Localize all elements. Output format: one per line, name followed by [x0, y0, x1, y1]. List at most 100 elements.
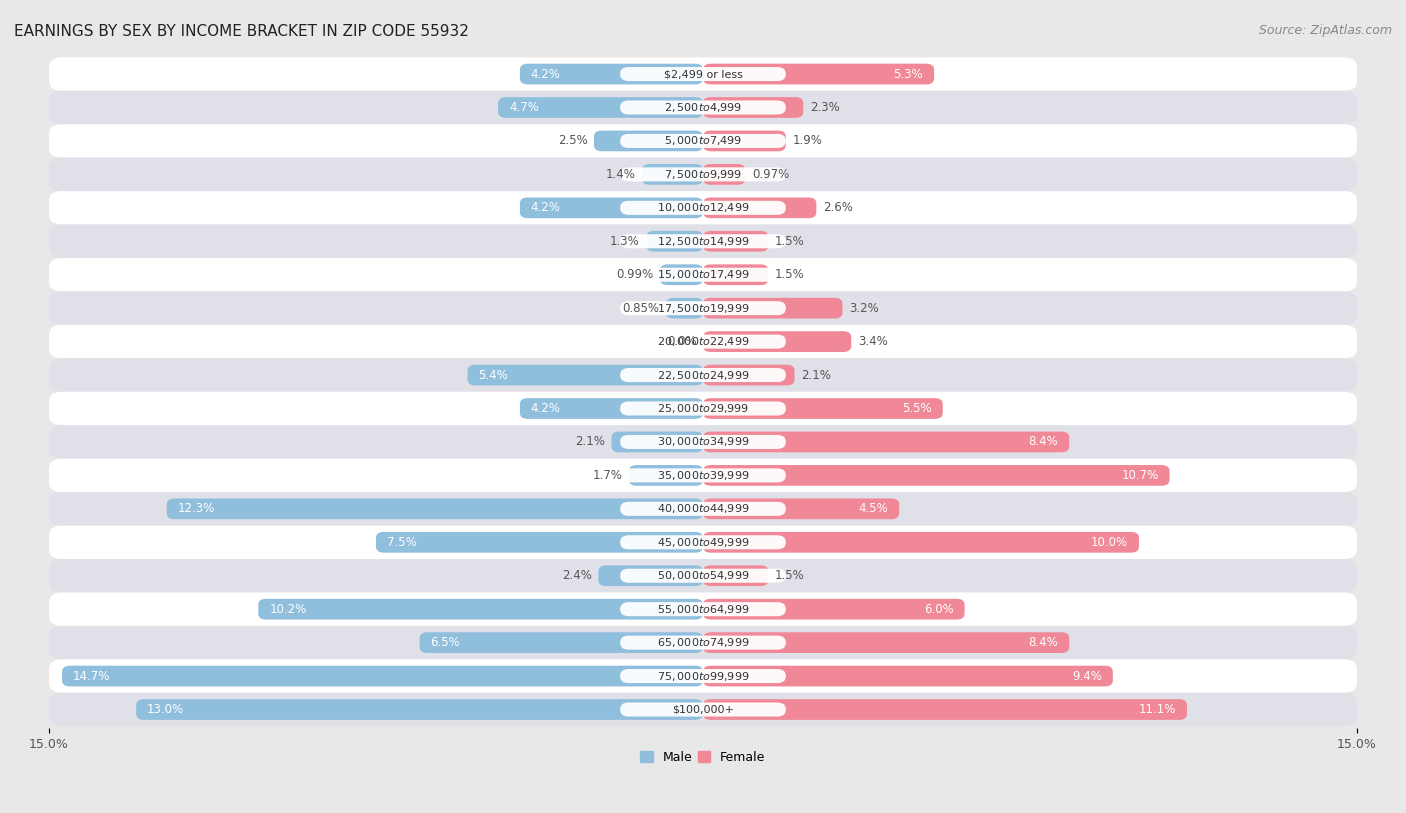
- Text: 10.0%: 10.0%: [1091, 536, 1128, 549]
- FancyBboxPatch shape: [647, 231, 703, 252]
- FancyBboxPatch shape: [136, 699, 703, 720]
- FancyBboxPatch shape: [620, 402, 786, 415]
- FancyBboxPatch shape: [49, 325, 1357, 359]
- FancyBboxPatch shape: [49, 158, 1357, 191]
- Text: 5.5%: 5.5%: [903, 402, 932, 415]
- FancyBboxPatch shape: [49, 559, 1357, 593]
- Text: 2.6%: 2.6%: [823, 202, 853, 215]
- FancyBboxPatch shape: [62, 666, 703, 686]
- FancyBboxPatch shape: [620, 167, 786, 181]
- Text: $35,000 to $39,999: $35,000 to $39,999: [657, 469, 749, 482]
- FancyBboxPatch shape: [703, 465, 1170, 485]
- Text: 5.4%: 5.4%: [478, 368, 508, 381]
- Text: 3.2%: 3.2%: [849, 302, 879, 315]
- Text: 11.1%: 11.1%: [1139, 703, 1175, 716]
- Text: 1.3%: 1.3%: [610, 235, 640, 248]
- Text: $7,500 to $9,999: $7,500 to $9,999: [664, 167, 742, 180]
- FancyBboxPatch shape: [620, 134, 786, 148]
- FancyBboxPatch shape: [703, 565, 769, 586]
- Text: 4.2%: 4.2%: [531, 202, 561, 215]
- Text: 2.5%: 2.5%: [558, 134, 588, 147]
- Text: 4.5%: 4.5%: [859, 502, 889, 515]
- FancyBboxPatch shape: [703, 532, 1139, 553]
- Text: $25,000 to $29,999: $25,000 to $29,999: [657, 402, 749, 415]
- FancyBboxPatch shape: [703, 666, 1112, 686]
- FancyBboxPatch shape: [643, 164, 703, 185]
- Text: $55,000 to $64,999: $55,000 to $64,999: [657, 602, 749, 615]
- Text: 5.3%: 5.3%: [894, 67, 924, 80]
- Text: 14.7%: 14.7%: [73, 670, 110, 683]
- Text: 12.3%: 12.3%: [177, 502, 215, 515]
- Text: 2.1%: 2.1%: [575, 436, 605, 449]
- FancyBboxPatch shape: [375, 532, 703, 553]
- FancyBboxPatch shape: [259, 599, 703, 620]
- FancyBboxPatch shape: [419, 633, 703, 653]
- FancyBboxPatch shape: [468, 365, 703, 385]
- FancyBboxPatch shape: [620, 368, 786, 382]
- Text: $65,000 to $74,999: $65,000 to $74,999: [657, 636, 749, 649]
- FancyBboxPatch shape: [49, 258, 1357, 291]
- FancyBboxPatch shape: [703, 97, 803, 118]
- Text: Source: ZipAtlas.com: Source: ZipAtlas.com: [1258, 24, 1392, 37]
- Text: 10.2%: 10.2%: [269, 602, 307, 615]
- Text: 6.0%: 6.0%: [924, 602, 953, 615]
- FancyBboxPatch shape: [703, 198, 817, 218]
- FancyBboxPatch shape: [620, 267, 786, 282]
- FancyBboxPatch shape: [703, 432, 1069, 452]
- Text: $15,000 to $17,499: $15,000 to $17,499: [657, 268, 749, 281]
- FancyBboxPatch shape: [49, 124, 1357, 158]
- Text: 2.4%: 2.4%: [562, 569, 592, 582]
- Text: 1.4%: 1.4%: [606, 167, 636, 180]
- FancyBboxPatch shape: [620, 201, 786, 215]
- FancyBboxPatch shape: [599, 565, 703, 586]
- FancyBboxPatch shape: [49, 58, 1357, 91]
- Text: 1.5%: 1.5%: [775, 569, 804, 582]
- Text: 0.97%: 0.97%: [752, 167, 789, 180]
- FancyBboxPatch shape: [49, 659, 1357, 693]
- Text: 1.9%: 1.9%: [793, 134, 823, 147]
- Text: 4.2%: 4.2%: [531, 67, 561, 80]
- FancyBboxPatch shape: [49, 593, 1357, 626]
- FancyBboxPatch shape: [167, 498, 703, 520]
- Text: 0.0%: 0.0%: [666, 335, 696, 348]
- FancyBboxPatch shape: [620, 502, 786, 516]
- FancyBboxPatch shape: [620, 569, 786, 583]
- Text: 8.4%: 8.4%: [1029, 636, 1059, 649]
- Text: 9.4%: 9.4%: [1071, 670, 1102, 683]
- Text: $40,000 to $44,999: $40,000 to $44,999: [657, 502, 749, 515]
- Text: $45,000 to $49,999: $45,000 to $49,999: [657, 536, 749, 549]
- FancyBboxPatch shape: [49, 459, 1357, 492]
- FancyBboxPatch shape: [703, 63, 934, 85]
- FancyBboxPatch shape: [628, 465, 703, 485]
- Text: $17,500 to $19,999: $17,500 to $19,999: [657, 302, 749, 315]
- Text: $50,000 to $54,999: $50,000 to $54,999: [657, 569, 749, 582]
- Text: $12,500 to $14,999: $12,500 to $14,999: [657, 235, 749, 248]
- FancyBboxPatch shape: [49, 626, 1357, 659]
- FancyBboxPatch shape: [498, 97, 703, 118]
- FancyBboxPatch shape: [620, 101, 786, 115]
- FancyBboxPatch shape: [620, 67, 786, 81]
- Text: $2,500 to $4,999: $2,500 to $4,999: [664, 101, 742, 114]
- FancyBboxPatch shape: [620, 301, 786, 315]
- FancyBboxPatch shape: [520, 198, 703, 218]
- Text: $75,000 to $99,999: $75,000 to $99,999: [657, 670, 749, 683]
- FancyBboxPatch shape: [520, 63, 703, 85]
- Text: $10,000 to $12,499: $10,000 to $12,499: [657, 202, 749, 215]
- Text: $20,000 to $22,499: $20,000 to $22,499: [657, 335, 749, 348]
- FancyBboxPatch shape: [620, 702, 786, 716]
- Text: 13.0%: 13.0%: [148, 703, 184, 716]
- FancyBboxPatch shape: [49, 492, 1357, 525]
- FancyBboxPatch shape: [49, 191, 1357, 224]
- FancyBboxPatch shape: [620, 435, 786, 449]
- FancyBboxPatch shape: [620, 535, 786, 550]
- FancyBboxPatch shape: [703, 331, 851, 352]
- FancyBboxPatch shape: [703, 131, 786, 151]
- Text: $22,500 to $24,999: $22,500 to $24,999: [657, 368, 749, 381]
- Text: 8.4%: 8.4%: [1029, 436, 1059, 449]
- Text: $100,000+: $100,000+: [672, 705, 734, 715]
- Text: 4.7%: 4.7%: [509, 101, 538, 114]
- FancyBboxPatch shape: [703, 398, 943, 419]
- FancyBboxPatch shape: [703, 264, 769, 285]
- Text: $5,000 to $7,499: $5,000 to $7,499: [664, 134, 742, 147]
- FancyBboxPatch shape: [49, 425, 1357, 459]
